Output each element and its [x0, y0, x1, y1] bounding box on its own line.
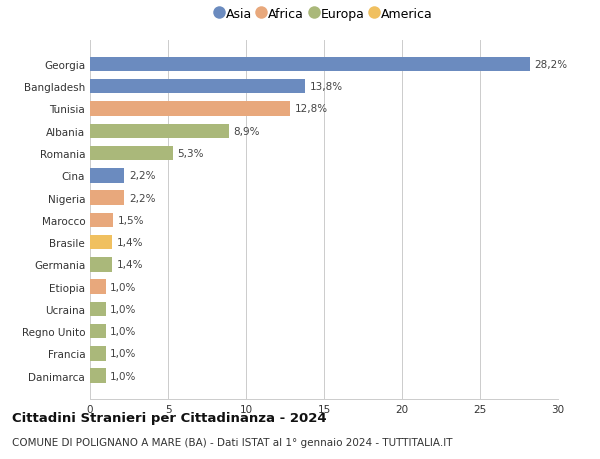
Bar	[90, 213, 113, 228]
Text: Cittadini Stranieri per Cittadinanza - 2024: Cittadini Stranieri per Cittadinanza - 2…	[12, 412, 326, 425]
Text: 1,4%: 1,4%	[116, 238, 143, 247]
Text: 1,0%: 1,0%	[110, 326, 137, 336]
Bar	[90, 257, 112, 272]
Bar	[90, 324, 106, 339]
Bar	[90, 124, 229, 139]
Bar	[90, 302, 106, 316]
Text: 5,3%: 5,3%	[178, 149, 204, 159]
Bar	[90, 369, 106, 383]
Bar	[90, 168, 124, 183]
Text: 1,0%: 1,0%	[110, 282, 137, 292]
Text: 1,0%: 1,0%	[110, 349, 137, 358]
Text: 1,0%: 1,0%	[110, 371, 137, 381]
Bar	[90, 191, 124, 205]
Bar	[90, 280, 106, 294]
Bar	[90, 102, 290, 117]
Bar	[90, 57, 530, 72]
Text: 1,5%: 1,5%	[118, 215, 145, 225]
Bar	[90, 80, 305, 94]
Text: 12,8%: 12,8%	[295, 104, 328, 114]
Text: COMUNE DI POLIGNANO A MARE (BA) - Dati ISTAT al 1° gennaio 2024 - TUTTITALIA.IT: COMUNE DI POLIGNANO A MARE (BA) - Dati I…	[12, 437, 452, 448]
Text: 28,2%: 28,2%	[535, 60, 568, 70]
Text: 8,9%: 8,9%	[233, 127, 260, 136]
Text: 1,0%: 1,0%	[110, 304, 137, 314]
Bar	[90, 347, 106, 361]
Text: 13,8%: 13,8%	[310, 82, 343, 92]
Text: 2,2%: 2,2%	[129, 171, 155, 181]
Text: 2,2%: 2,2%	[129, 193, 155, 203]
Text: 1,4%: 1,4%	[116, 260, 143, 270]
Bar	[90, 235, 112, 250]
Legend: Asia, Africa, Europa, America: Asia, Africa, Europa, America	[212, 5, 436, 25]
Bar	[90, 146, 173, 161]
